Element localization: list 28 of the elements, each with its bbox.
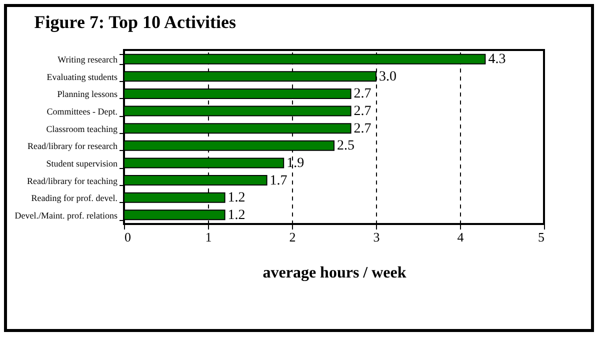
data-label: 1.2 (228, 208, 246, 223)
y-tick-label: Read/library for teaching (27, 176, 118, 186)
y-tick-label: Student supervision (46, 158, 118, 168)
y-tick-label: Read/library for research (28, 141, 118, 152)
x-tick-label: 3 (373, 230, 380, 244)
chart-title: Figure 7: Top 10 Activities (34, 12, 236, 32)
data-label: 2.5 (337, 138, 354, 154)
data-label: 4.3 (488, 52, 506, 68)
y-tick-label: Classroom teaching (46, 124, 118, 134)
x-tick-label: 4 (457, 230, 464, 244)
y-tick-label: Planning lessons (57, 89, 118, 100)
data-label: 2.7 (354, 104, 372, 120)
data-label: 1.9 (286, 156, 304, 171)
data-label: 1.2 (228, 190, 246, 206)
x-tick-label: 5 (538, 230, 544, 244)
data-label: 3.0 (379, 69, 396, 84)
y-tick-label: Writing research (58, 54, 118, 65)
x-axis-title: average hours / week (262, 264, 406, 282)
x-tick-label: 2 (289, 230, 296, 244)
y-tick-label: Committees - Dept. (46, 106, 118, 117)
y-tick-label: Devel./Maint. prof. relations (14, 210, 118, 220)
x-tick-label: 1 (205, 230, 212, 244)
data-label: 1.7 (270, 173, 288, 188)
x-tick-label: 0 (124, 230, 131, 244)
data-label: 2.7 (354, 121, 372, 136)
y-tick-label: Evaluating students (46, 72, 118, 82)
y-tick-label: Reading for prof. devel. (31, 193, 118, 204)
data-label: 2.7 (354, 86, 372, 102)
